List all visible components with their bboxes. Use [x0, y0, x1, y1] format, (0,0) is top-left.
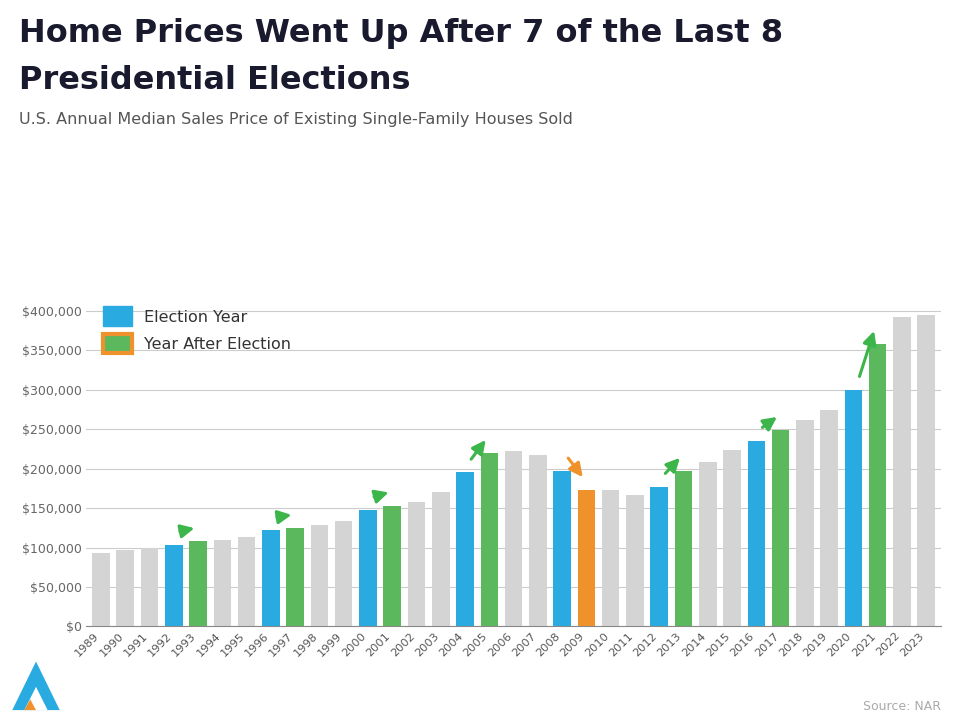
Bar: [311, 525, 328, 626]
Bar: [238, 537, 255, 626]
Bar: [553, 472, 571, 626]
Bar: [602, 490, 619, 626]
Polygon shape: [12, 662, 60, 710]
Text: Source: NAR: Source: NAR: [863, 700, 941, 713]
Bar: [675, 471, 692, 626]
Bar: [893, 317, 911, 626]
Polygon shape: [24, 687, 48, 710]
Bar: [651, 487, 668, 626]
Bar: [116, 549, 134, 626]
Bar: [869, 344, 886, 626]
Bar: [213, 540, 231, 626]
Text: Presidential Elections: Presidential Elections: [19, 65, 411, 96]
Bar: [748, 441, 765, 626]
Bar: [529, 455, 546, 626]
Bar: [772, 431, 789, 626]
Bar: [408, 502, 425, 626]
Bar: [165, 544, 182, 626]
Bar: [92, 553, 109, 626]
Bar: [286, 528, 304, 626]
Bar: [845, 390, 862, 626]
Bar: [262, 531, 279, 626]
Bar: [723, 450, 741, 626]
Bar: [383, 505, 401, 626]
Bar: [359, 510, 376, 626]
Bar: [821, 410, 838, 626]
Bar: [335, 521, 352, 626]
Bar: [505, 451, 522, 626]
Text: U.S. Annual Median Sales Price of Existing Single-Family Houses Sold: U.S. Annual Median Sales Price of Existi…: [19, 112, 573, 127]
Legend: Election Year, Year After Election: Election Year, Year After Election: [103, 307, 292, 354]
Bar: [699, 462, 716, 626]
Bar: [918, 315, 935, 626]
Bar: [141, 548, 158, 626]
Bar: [189, 541, 206, 626]
Bar: [481, 453, 498, 626]
Text: Home Prices Went Up After 7 of the Last 8: Home Prices Went Up After 7 of the Last …: [19, 18, 783, 49]
Polygon shape: [24, 699, 36, 710]
Bar: [578, 490, 595, 626]
Bar: [626, 495, 644, 626]
Bar: [432, 492, 449, 626]
Bar: [456, 472, 474, 626]
Bar: [796, 420, 814, 626]
